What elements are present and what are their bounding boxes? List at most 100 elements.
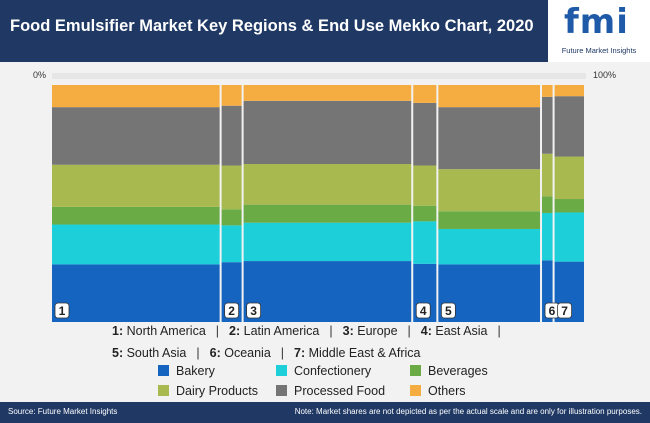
mekko-segment-2-confectionery bbox=[221, 225, 242, 263]
region-number: 1: bbox=[112, 324, 124, 338]
mekko-segment-7-dairy-products bbox=[554, 156, 584, 200]
mekko-segment-2-beverages bbox=[221, 209, 242, 226]
column-badge-4: 4 bbox=[415, 302, 431, 319]
region-legend-line-2: 5: South Asia | 6: Oceania | 7: Middle East … bbox=[112, 346, 420, 360]
region-name: Europe bbox=[353, 324, 398, 338]
legend-label: Processed Food bbox=[294, 384, 386, 398]
legend-swatch bbox=[276, 365, 287, 376]
region-name: Middle East & Africa bbox=[305, 346, 421, 360]
disclaimer-note: Note: Market shares are not depicted as … bbox=[294, 407, 642, 416]
region-name: Oceania bbox=[220, 346, 271, 360]
mekko-segment-1-processed-food bbox=[52, 107, 220, 165]
legend-separator: | bbox=[497, 324, 501, 338]
chart-title: Food Emulsifier Market Key Regions & End… bbox=[10, 17, 534, 35]
badge-number: 7 bbox=[561, 304, 568, 318]
badge-number: 1 bbox=[59, 304, 66, 318]
segment-legend-others: Others bbox=[410, 384, 544, 398]
badge-box bbox=[224, 302, 240, 319]
badge-number: 2 bbox=[228, 304, 235, 318]
legend-separator: | bbox=[280, 346, 285, 360]
axis-max-label: 100% bbox=[593, 70, 617, 80]
segment-legend-line-2: Dairy Products Processed Food Others bbox=[158, 384, 544, 398]
segment-legend-dairy-products: Dairy Products bbox=[158, 384, 276, 398]
badge-box bbox=[557, 302, 572, 319]
mekko-segment-2-others bbox=[221, 85, 242, 106]
badge-box bbox=[440, 302, 456, 319]
mekko-column-1 bbox=[52, 85, 220, 322]
mekko-segment-1-dairy-products bbox=[52, 164, 220, 207]
mekko-segment-6-others bbox=[542, 85, 553, 97]
region-number: 5: bbox=[112, 346, 124, 360]
legend-swatch bbox=[158, 385, 169, 396]
mekko-segment-6-confectionery bbox=[542, 212, 553, 261]
mekko-column-2 bbox=[221, 85, 242, 322]
mekko-segment-4-processed-food bbox=[413, 102, 437, 166]
segment-legend-line-1: Bakery Confectionery Beverages bbox=[158, 364, 544, 378]
mekko-segment-3-bakery bbox=[243, 261, 412, 322]
region-number: 3: bbox=[342, 324, 354, 338]
mekko-segment-2-dairy-products bbox=[221, 165, 242, 210]
mekko-segment-6-beverages bbox=[542, 196, 553, 213]
footer-bar: Source: Future Market Insights Note: Mar… bbox=[0, 402, 650, 423]
legend-label: Others bbox=[428, 384, 466, 398]
mekko-segment-3-dairy-products bbox=[243, 164, 412, 205]
badge-box bbox=[246, 302, 262, 319]
mekko-segment-3-beverages bbox=[243, 204, 412, 223]
mekko-segment-1-bakery bbox=[52, 264, 220, 322]
region-name: South Asia bbox=[123, 346, 187, 360]
mekko-segment-7-confectionery bbox=[554, 212, 584, 262]
mekko-segment-4-dairy-products bbox=[413, 165, 437, 206]
axis-track bbox=[52, 73, 586, 79]
legend-swatch bbox=[276, 385, 287, 396]
mekko-segment-1-others bbox=[52, 85, 220, 108]
mekko-column-3 bbox=[243, 85, 412, 322]
mekko-bars bbox=[52, 85, 584, 322]
badge-box bbox=[415, 302, 431, 319]
column-badge-7: 7 bbox=[557, 302, 572, 319]
region-number: 4: bbox=[420, 324, 432, 338]
legend-label: Beverages bbox=[428, 364, 488, 378]
region-name: East Asia bbox=[431, 324, 488, 338]
column-badge-1: 1 bbox=[54, 302, 70, 319]
mekko-segment-3-others bbox=[243, 85, 412, 101]
mekko-segment-1-beverages bbox=[52, 206, 220, 225]
region-legend-item-4: 4: East Asia bbox=[421, 324, 488, 338]
mekko-segment-6-processed-food bbox=[542, 96, 553, 154]
segment-legend-confectionery: Confectionery bbox=[276, 364, 410, 378]
logo-letters: fmi bbox=[564, 2, 629, 42]
mekko-segment-6-bakery bbox=[542, 260, 553, 322]
source-note: Source: Future Market Insights bbox=[8, 407, 118, 416]
region-legend-item-6: 6: Oceania bbox=[210, 346, 271, 360]
region-number: 7: bbox=[294, 346, 306, 360]
mekko-column-6 bbox=[542, 85, 553, 322]
legend-separator: | bbox=[215, 324, 220, 338]
mekko-segment-5-others bbox=[438, 85, 541, 108]
mekko-segment-5-confectionery bbox=[438, 228, 541, 265]
mekko-column-4 bbox=[413, 85, 437, 322]
mekko-segment-7-beverages bbox=[554, 199, 584, 213]
region-number: 6: bbox=[209, 346, 221, 360]
mekko-segment-5-processed-food bbox=[438, 107, 541, 170]
region-name: Latin America bbox=[240, 324, 320, 338]
mekko-segment-1-confectionery bbox=[52, 224, 220, 265]
region-legend-item-3: 3: Europe bbox=[343, 324, 398, 338]
segment-legend-bakery: Bakery bbox=[158, 364, 276, 378]
column-badge-3: 3 bbox=[246, 302, 262, 319]
mekko-column-5 bbox=[438, 85, 541, 322]
column-badge-5: 5 bbox=[440, 302, 456, 319]
mekko-segment-7-processed-food bbox=[554, 96, 584, 157]
segment-legend-beverages: Beverages bbox=[410, 364, 544, 378]
badge-number: 4 bbox=[420, 304, 427, 318]
mekko-segment-3-processed-food bbox=[243, 100, 412, 164]
badge-box bbox=[54, 302, 70, 319]
mekko-segment-6-dairy-products bbox=[542, 153, 553, 197]
badge-number: 5 bbox=[445, 304, 452, 318]
mekko-segment-4-others bbox=[413, 85, 437, 103]
segment-legend-processed-food: Processed Food bbox=[276, 384, 410, 398]
axis-min-label: 0% bbox=[33, 70, 47, 80]
legend-separator: | bbox=[196, 346, 200, 360]
column-badge-6: 6 bbox=[544, 302, 560, 319]
legend-swatch bbox=[410, 365, 421, 376]
